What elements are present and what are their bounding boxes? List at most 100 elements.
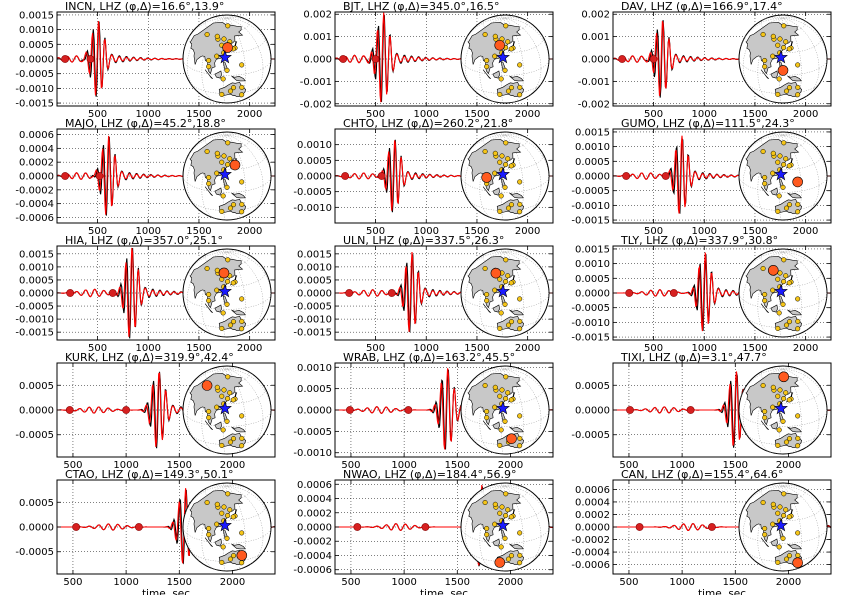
y-tick-label: 0.0000: [297, 289, 332, 300]
graticule-line: [223, 369, 228, 455]
station-dot: [492, 53, 498, 59]
graticule-line: [782, 131, 785, 136]
globe-inset: [182, 14, 272, 104]
station-dot: [517, 530, 523, 536]
land-shape: [509, 543, 524, 550]
station-dot: [508, 319, 515, 325]
station-dot: [492, 384, 498, 390]
station-dot: [484, 415, 490, 421]
graticule-line: [184, 135, 227, 165]
graticule-line: [466, 153, 544, 171]
x-tick-label: 500: [619, 460, 638, 471]
graticule-line: [462, 135, 505, 165]
land-shape: [189, 22, 244, 75]
graticule-line: [504, 248, 507, 253]
phase-marker: [371, 55, 380, 63]
station-dot: [227, 156, 233, 162]
y-tick-label: -0.0004: [571, 548, 610, 559]
graticule-line: [498, 249, 506, 253]
graticule-line: [226, 134, 253, 141]
y-tick-label: -0.001: [578, 77, 610, 88]
active-station-dot: [218, 267, 230, 279]
station-dot: [206, 174, 212, 181]
panel-title: CHTO, LHZ (φ,Δ)=260.2°,21.8°: [343, 117, 513, 130]
x-tick-label: 1500: [723, 577, 748, 588]
station-dot: [776, 544, 782, 550]
event-star: [217, 518, 232, 532]
graticule-line: [461, 294, 549, 310]
graticule-line: [767, 451, 799, 454]
station-dot: [497, 208, 503, 215]
station-dot: [499, 153, 505, 159]
station-dot: [225, 23, 231, 29]
event-star: [217, 167, 232, 181]
land-shape: [745, 22, 800, 75]
graticule-line: [504, 485, 531, 492]
graticule-line: [226, 132, 238, 136]
station-dot: [230, 85, 237, 91]
land-shape: [509, 75, 524, 82]
graticule-line: [782, 132, 794, 136]
graticule-line: [501, 135, 506, 221]
panel-hia: 500 1000 1500 2000 -0.0015 -0.0010 -0.0005 0.00…: [15, 234, 276, 354]
event-star: [217, 284, 232, 298]
x-tick-label: 500: [88, 109, 107, 120]
station-dot: [762, 291, 768, 298]
station-dot: [214, 384, 220, 390]
station-dot: [503, 162, 509, 168]
station-dot: [492, 404, 498, 410]
y-tick-label: 0.0004: [19, 144, 54, 155]
station-dot: [783, 390, 789, 396]
phase-marker: [345, 289, 354, 297]
land-shape: [189, 139, 244, 192]
station-dot: [505, 556, 512, 562]
graticule-line: [226, 14, 229, 19]
graticule-line: [776, 15, 784, 19]
station-dot: [517, 326, 523, 332]
graticule-line: [504, 365, 507, 370]
graticule-line: [211, 100, 243, 103]
y-tick-label: -0.0002: [293, 537, 332, 548]
station-dot: [795, 326, 801, 332]
graticule-line: [779, 369, 784, 455]
station-dot: [497, 325, 503, 332]
graticule-line: [782, 248, 785, 253]
graticule-line: [183, 411, 271, 427]
globe-inset: [460, 365, 550, 455]
station-dot: [786, 46, 792, 52]
graticule-line: [498, 132, 506, 136]
station-dot: [239, 92, 245, 98]
graticule-line: [226, 368, 253, 375]
graticule-line: [739, 294, 827, 310]
event-star: [217, 50, 232, 64]
x-tick-label: 2000: [793, 226, 818, 237]
x-tick-label: 1000: [113, 577, 138, 588]
station-dot: [220, 76, 226, 82]
globe-inset: [738, 131, 828, 221]
station-dot: [219, 159, 225, 165]
event-star: [217, 401, 232, 415]
active-station-dot: [777, 65, 789, 76]
land-shape: [492, 304, 500, 313]
phase-marker: [649, 55, 658, 63]
x-tick-label: 500: [644, 109, 663, 120]
graticule-line: [739, 411, 827, 427]
land-shape: [760, 69, 770, 80]
station-dot: [221, 153, 227, 159]
station-dot: [220, 193, 226, 199]
x-tick-label: 1500: [464, 343, 489, 354]
station-dot: [225, 396, 231, 402]
graticule-line: [782, 251, 809, 258]
graticule-line: [226, 17, 253, 24]
y-tick-label: 0.0015: [297, 249, 332, 260]
graticule-line: [184, 486, 227, 516]
station-dot: [781, 513, 787, 519]
graticule-line: [188, 270, 266, 288]
station-dot: [508, 46, 514, 52]
panel-tly: 500 1000 1500 2000 -0.0015 -0.0010 -0.0005 0.00…: [571, 234, 832, 354]
y-tick-label: -0.0010: [293, 448, 332, 459]
station-dot: [204, 31, 210, 38]
station-dot: [484, 64, 490, 70]
station-dot: [219, 442, 225, 449]
x-tick-label: 1500: [167, 577, 192, 588]
